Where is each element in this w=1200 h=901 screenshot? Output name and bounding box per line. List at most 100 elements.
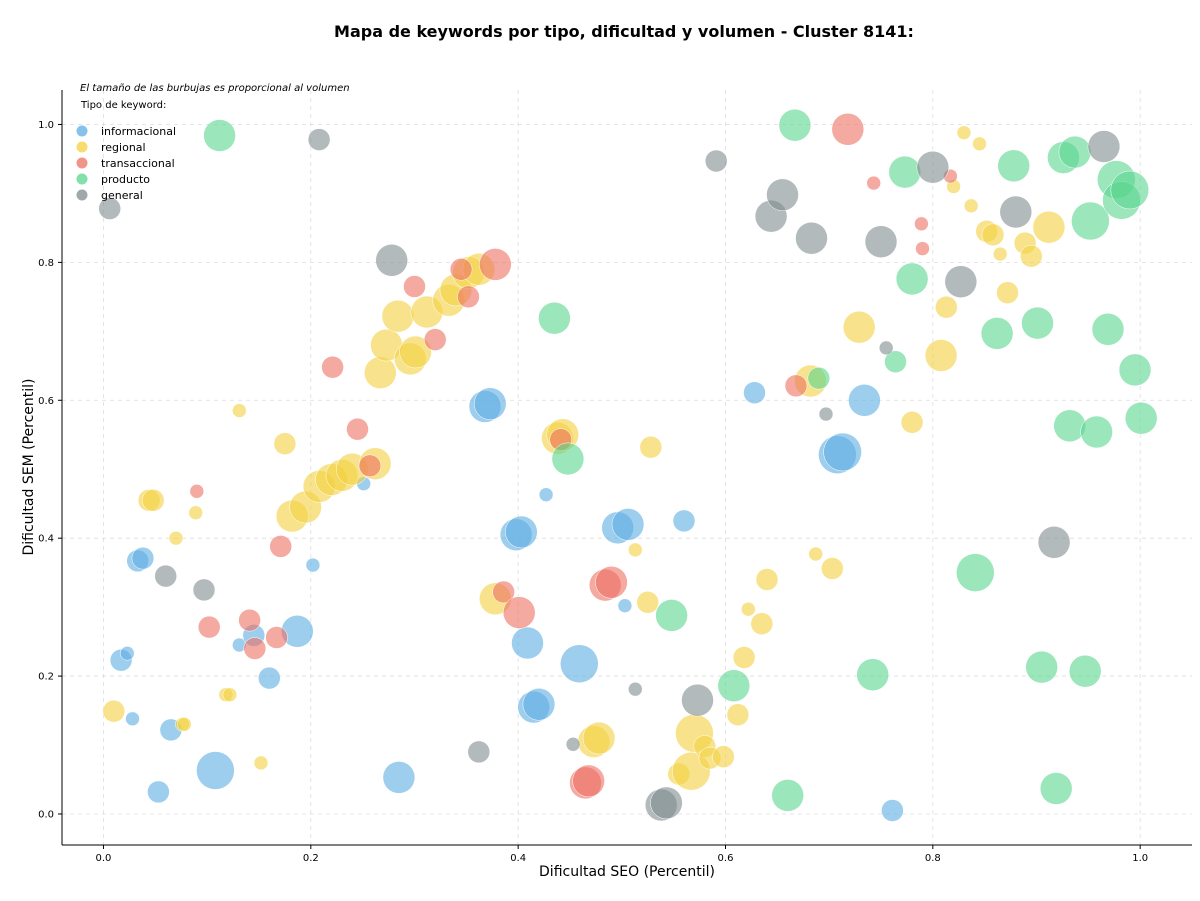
bubble-general (154, 564, 177, 588)
bubble-informacional (258, 666, 281, 690)
y-tick-label: 0.2 (38, 672, 54, 683)
bubble-informacional (848, 384, 881, 417)
bubbles-layer (98, 108, 1158, 822)
bubble-general (766, 178, 799, 212)
bubble-transaccional (572, 764, 605, 798)
bubble-transaccional (866, 175, 881, 191)
legend-label-producto: producto (101, 173, 150, 186)
bubble-regional (732, 646, 756, 669)
legend-marker-regional (76, 141, 88, 153)
bubble-informacional (473, 387, 507, 420)
bubble-producto (884, 350, 907, 373)
bubble-transaccional (403, 275, 426, 298)
bubble-general (307, 128, 331, 151)
chart-title: Mapa de keywords por tipo, dificultad y … (334, 22, 914, 41)
bubble-transaccional (831, 113, 865, 146)
bubble-informacional (147, 780, 170, 804)
bubble-general (98, 197, 121, 220)
bubble-producto (717, 669, 751, 702)
bubble-transaccional (502, 596, 536, 629)
bubble-regional (750, 612, 774, 635)
bubble-producto (551, 442, 585, 476)
bubble-regional (102, 699, 126, 723)
bubble-regional (726, 703, 750, 726)
bubble-informacional (672, 509, 696, 533)
bubble-regional (639, 435, 663, 459)
bubble-producto (1080, 415, 1113, 449)
bubble-transaccional (358, 454, 382, 478)
bubble-producto (1068, 654, 1102, 688)
bubble-regional (177, 717, 192, 732)
bubble-regional (808, 546, 823, 562)
bubble-producto (778, 108, 812, 142)
legend-title: Tipo de keyword: (80, 100, 166, 111)
bubble-regional (924, 339, 958, 372)
bubble-informacional (131, 546, 155, 570)
y-tick-label: 0.4 (38, 534, 54, 545)
bubble-producto (1091, 313, 1125, 346)
bubble-regional (981, 223, 1005, 247)
bubble-regional (636, 591, 659, 614)
bubble-informacional (511, 626, 544, 660)
bubble-transaccional (189, 484, 205, 499)
bubble-transaccional (346, 417, 369, 441)
bubble-informacional (538, 487, 554, 502)
bubble-transaccional (321, 355, 344, 379)
bubble-regional (755, 568, 779, 591)
bubble-regional (1020, 244, 1043, 268)
bubble-producto (1053, 409, 1086, 443)
bubble-regional (741, 601, 756, 617)
bubble-informacional (305, 557, 321, 573)
bubble-informacional (522, 688, 556, 721)
bubble-regional (188, 505, 203, 520)
bubble-regional (168, 530, 184, 546)
bubble-producto (771, 779, 804, 812)
bubble-informacional (196, 751, 235, 790)
x-tick-label: 0.0 (96, 853, 112, 864)
x-ticks: 0.0 0.2 0.4 0.6 0.8 1.0 (96, 845, 1148, 864)
bubble-regional (364, 356, 397, 389)
bubble-regional (253, 755, 269, 771)
bubble-transaccional (238, 608, 261, 632)
y-axis-label: Dificultad SEM (Percentil) (21, 379, 37, 556)
bubble-transaccional (595, 566, 628, 599)
bubble-informacional (611, 508, 645, 541)
bubble-general (192, 578, 216, 602)
bubble-transaccional (269, 535, 292, 558)
bubble-producto (1021, 306, 1054, 340)
bubble-producto (888, 155, 922, 189)
bubble-general (650, 786, 683, 820)
bubble-general (864, 225, 898, 258)
bubble-producto (997, 149, 1030, 183)
bubble-general (916, 150, 950, 184)
bubble-informacional (743, 381, 766, 404)
bubble-regional (992, 246, 1008, 262)
bubble-regional (582, 721, 616, 755)
legend-label-informacional: informacional (101, 125, 176, 138)
series-producto (203, 108, 1158, 812)
bubble-transaccional (197, 615, 221, 639)
bubble-producto (1110, 170, 1150, 210)
legend-marker-informacional (76, 125, 88, 137)
bubble-transaccional (492, 580, 515, 604)
grid-lines (62, 90, 1192, 845)
bubble-transaccional (423, 328, 447, 351)
bubble-regional (628, 542, 643, 558)
bubble-producto (203, 119, 236, 152)
series-transaccional (189, 113, 958, 800)
bubble-regional (963, 198, 979, 214)
y-tick-label: 0.8 (38, 258, 54, 269)
bubble-transaccional (479, 248, 512, 281)
x-tick-label: 0.6 (718, 853, 734, 864)
legend-marker-producto (76, 173, 88, 185)
legend-label-regional: regional (101, 141, 146, 154)
legend-label-general: general (101, 189, 143, 202)
bubble-producto (856, 658, 889, 691)
legend-marker-transaccional (76, 157, 88, 169)
bubble-regional (956, 125, 972, 140)
bubble-informacional (560, 644, 599, 683)
x-tick-label: 0.8 (925, 853, 941, 864)
bubble-informacional (881, 799, 904, 822)
bubble-general (467, 740, 491, 764)
